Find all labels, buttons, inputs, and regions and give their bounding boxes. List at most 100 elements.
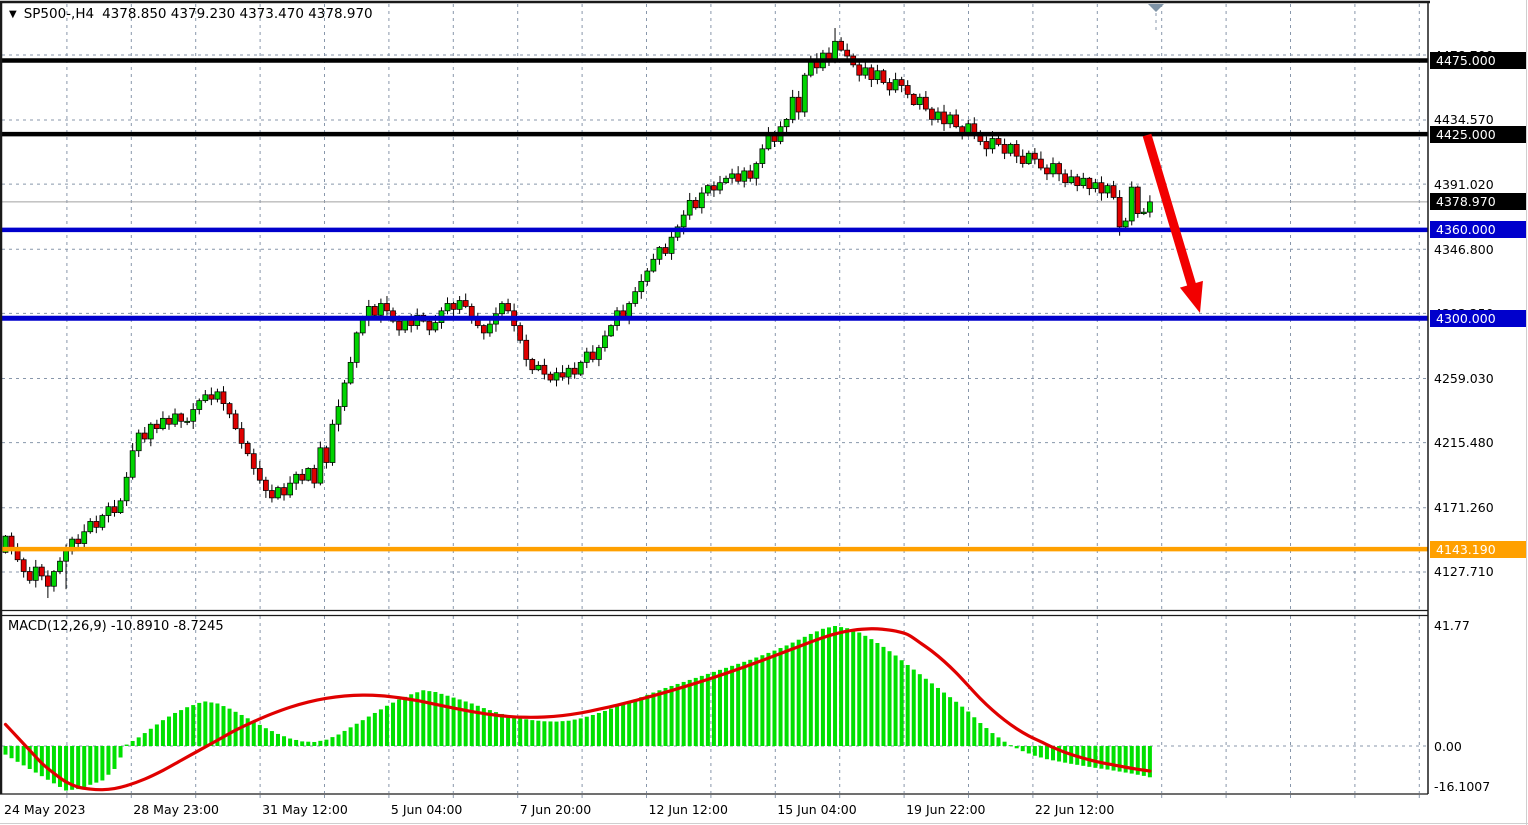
bull-candle-body — [1104, 185, 1111, 194]
bear-candle-body — [111, 506, 118, 513]
candle — [1025, 150, 1032, 165]
bear-candle-body — [880, 70, 887, 83]
candle — [305, 467, 312, 482]
macd-bar — [560, 721, 565, 746]
bull-candle-body — [329, 423, 336, 463]
bull-candle-body — [196, 400, 203, 410]
macd-bar — [711, 671, 716, 746]
bull-candle-body — [129, 450, 136, 478]
bear-candle-body — [1013, 144, 1020, 157]
candle — [583, 347, 590, 369]
bull-candle-body — [1140, 211, 1147, 214]
candle — [353, 331, 360, 368]
candle — [323, 445, 330, 469]
bull-candle-body — [160, 417, 166, 430]
macd-bar — [209, 702, 214, 746]
candle — [166, 415, 172, 430]
macd-bar — [942, 692, 947, 746]
candle — [129, 443, 136, 480]
macd-histogram — [3, 625, 1152, 791]
macd-bar — [27, 746, 32, 769]
candle — [14, 543, 21, 562]
macd-bar — [324, 739, 329, 746]
macd-bar — [1141, 746, 1146, 776]
macd-bar — [112, 746, 117, 769]
bear-candle-body — [299, 473, 306, 481]
macd-bar — [366, 716, 371, 746]
macd-bar — [57, 746, 62, 787]
candle — [916, 93, 923, 110]
candle — [922, 91, 929, 112]
bull-candle-body — [2, 535, 9, 553]
bear-candle-body — [1134, 186, 1141, 214]
candle — [390, 307, 396, 324]
bull-candle-body — [456, 300, 463, 310]
bull-candle-body — [487, 323, 493, 334]
candle — [172, 408, 178, 427]
macd-bar — [796, 639, 801, 746]
current-price-badge: 4378.970 — [1430, 193, 1526, 211]
macd-bar — [808, 633, 813, 746]
bull-candle-body — [892, 79, 899, 91]
candle — [154, 419, 160, 434]
macd-bar — [948, 697, 953, 746]
macd-bar — [554, 721, 559, 746]
macd-bar — [221, 706, 226, 746]
candle — [1092, 178, 1099, 193]
arrow-head — [1179, 280, 1203, 313]
macd-bar — [705, 673, 710, 746]
macd-bar — [845, 628, 850, 746]
down-arrow-annotation[interactable] — [1142, 133, 1203, 313]
candle — [541, 358, 548, 380]
candle — [1147, 195, 1153, 218]
macd-bar — [536, 720, 541, 746]
macd-bar — [899, 660, 904, 746]
bull-candle-body — [935, 111, 941, 120]
candle — [705, 183, 711, 197]
candle — [275, 485, 281, 500]
macd-bar — [633, 699, 638, 746]
bull-candle-body — [741, 170, 748, 182]
macd-bar — [1002, 741, 1007, 746]
candle — [898, 76, 905, 93]
candle — [341, 379, 348, 411]
bull-candle-body — [650, 258, 657, 272]
macd-bar — [391, 702, 396, 746]
candle — [111, 499, 118, 517]
macd-bar — [451, 697, 456, 746]
macd-bar — [627, 701, 632, 746]
macd-bar — [318, 740, 323, 746]
bull-candle-body — [801, 74, 808, 113]
macd-bar — [142, 733, 147, 746]
candle — [656, 246, 663, 265]
candle — [783, 118, 790, 134]
macd-bar — [136, 737, 141, 746]
candle — [862, 60, 869, 79]
macd-bar — [699, 675, 704, 746]
arrow-shaft[interactable] — [1142, 133, 1197, 290]
bull-candle-body — [353, 332, 360, 363]
bull-candle-body — [359, 319, 366, 334]
bull-candle-body — [499, 303, 505, 315]
candle — [735, 166, 742, 184]
macd-bar — [748, 659, 753, 746]
macd-bar — [409, 694, 414, 746]
bull-candle-body — [335, 406, 342, 425]
bull-candle-body — [644, 270, 651, 282]
candle — [99, 513, 106, 531]
candle — [1140, 208, 1147, 216]
candle — [1013, 140, 1020, 164]
bear-candle-body — [1019, 155, 1026, 164]
chart-shift-marker-icon[interactable] — [1148, 4, 1164, 12]
bull-candle-body — [874, 70, 881, 80]
macd-bar — [475, 705, 480, 746]
candle — [1001, 138, 1008, 160]
candle — [1110, 180, 1117, 200]
macd-bar — [663, 687, 668, 746]
macd-bar — [21, 746, 26, 766]
candle — [608, 324, 614, 338]
candle — [26, 566, 33, 584]
bull-candle-body — [686, 199, 693, 216]
bull-candle-body — [190, 409, 197, 422]
